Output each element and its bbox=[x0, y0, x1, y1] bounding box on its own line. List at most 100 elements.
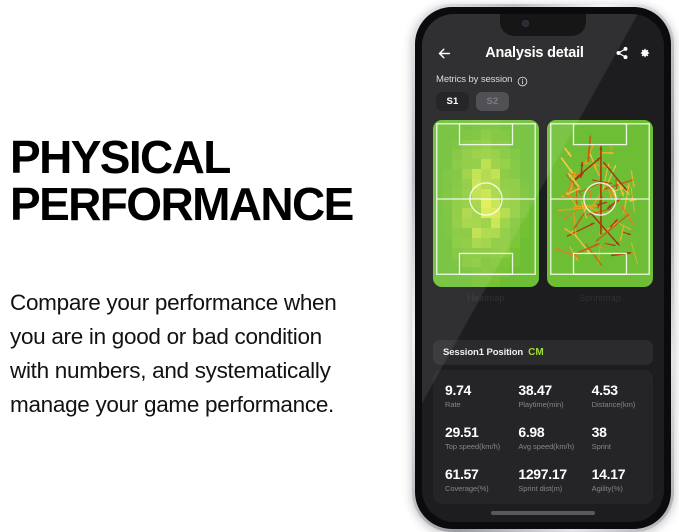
heatmap-cell bbox=[471, 228, 482, 238]
heatmap-cell bbox=[519, 188, 530, 199]
heatmap-cell bbox=[481, 208, 491, 219]
share-icon[interactable] bbox=[615, 46, 629, 60]
sprint-arrow bbox=[606, 164, 617, 185]
home-indicator[interactable] bbox=[491, 511, 595, 515]
heatmap-card[interactable]: Heatmap bbox=[433, 120, 539, 303]
heatmap-cell bbox=[471, 198, 482, 209]
stats-row: 29.51 Top speed(km/h) 6.98 Avg speed(km/… bbox=[433, 424, 653, 466]
session-tab-s1[interactable]: S1 bbox=[436, 92, 469, 111]
heatmap-cell bbox=[481, 149, 491, 160]
heatmap-caption: Heatmap bbox=[467, 293, 505, 303]
sprint-arrow bbox=[566, 174, 583, 196]
heatmap-cell bbox=[481, 267, 491, 278]
heatmap-cell bbox=[461, 228, 472, 238]
heatmap-cell bbox=[461, 169, 472, 179]
heatmap-cell bbox=[490, 169, 501, 179]
stat-value: 4.53 bbox=[591, 382, 618, 398]
heatmap-cell bbox=[481, 247, 491, 258]
heatmap-cell bbox=[500, 228, 511, 238]
heatmap-cell bbox=[481, 198, 491, 209]
sprint-arrow bbox=[573, 211, 586, 230]
stats-row: 9.74 Rate 38.47 Playtime(min) 4.53 Dista… bbox=[433, 382, 653, 424]
sprint-arrow bbox=[599, 145, 603, 235]
stat-label: Top speed(km/h) bbox=[445, 442, 501, 451]
heatmap-cell bbox=[519, 228, 530, 238]
heatmap-cell bbox=[481, 120, 491, 130]
heatmap-cell bbox=[452, 149, 462, 160]
phone-frame: Analysis detail bbox=[412, 4, 674, 532]
heatmap-cell bbox=[442, 208, 453, 219]
heatmap-cell bbox=[500, 178, 511, 189]
stat-rate: 9.74 Rate bbox=[433, 382, 506, 410]
heatmap-cell bbox=[481, 188, 491, 199]
sprint-arrow bbox=[619, 186, 625, 197]
heatmap-cell bbox=[471, 149, 482, 160]
stat-sprint-dist: 1297.17 Sprint dist(m) bbox=[506, 466, 579, 494]
heatmap-cell bbox=[500, 129, 511, 140]
sprint-arrow bbox=[592, 179, 613, 184]
heatmap-cell bbox=[519, 198, 530, 209]
metrics-by-session-label: Metrics by session bbox=[436, 74, 513, 85]
sprintmap-card[interactable]: Sprintmap bbox=[547, 120, 653, 303]
page-title: PHYSICAL PERFORMANCE bbox=[10, 131, 354, 230]
heatmap-cell bbox=[510, 198, 520, 209]
sprint-arrow bbox=[603, 179, 633, 190]
heatmap-pitch[interactable] bbox=[433, 120, 539, 287]
sprint-arrow bbox=[598, 223, 617, 235]
sprint-arrow bbox=[611, 189, 616, 198]
heatmap-cell bbox=[481, 228, 491, 238]
stat-avg-speed: 6.98 Avg speed(km/h) bbox=[506, 424, 579, 452]
heatmap-cell bbox=[519, 178, 530, 189]
stat-distance: 4.53 Distance(km) bbox=[580, 382, 653, 410]
session-tab-s2[interactable]: S2 bbox=[476, 92, 509, 111]
position-value: CM bbox=[528, 347, 544, 358]
heatmap-cell bbox=[452, 169, 462, 179]
heatmap-cell bbox=[510, 149, 520, 160]
phone-screen: Analysis detail bbox=[422, 14, 664, 522]
heatmap-cell bbox=[452, 208, 462, 219]
stat-playtime: 38.47 Playtime(min) bbox=[506, 382, 579, 410]
heatmap-cell bbox=[481, 218, 491, 229]
heatmap-cell bbox=[461, 218, 472, 229]
heatmap-cell bbox=[490, 149, 501, 160]
sprint-arrow bbox=[567, 173, 580, 188]
stat-label: Playtime(min) bbox=[518, 400, 564, 409]
heatmap-cell bbox=[490, 257, 501, 268]
heatmap-cell bbox=[471, 247, 482, 258]
sprint-arrow bbox=[615, 178, 618, 189]
back-arrow-icon[interactable] bbox=[434, 43, 454, 63]
heatmap-cell bbox=[510, 247, 520, 258]
stat-value: 38.47 bbox=[518, 382, 552, 398]
sprint-arrow bbox=[564, 147, 572, 158]
heatmap-cell bbox=[471, 208, 482, 219]
heatmap-cell bbox=[442, 178, 453, 189]
heatmap-cell bbox=[461, 149, 472, 160]
sprintmap-pitch[interactable] bbox=[547, 120, 653, 287]
stat-value: 6.98 bbox=[518, 424, 545, 440]
heatmap-cell bbox=[510, 237, 520, 248]
heatmap-cell bbox=[452, 228, 462, 238]
sprint-arrows bbox=[554, 135, 638, 266]
heatmap-cell bbox=[461, 208, 472, 219]
info-circle-icon[interactable] bbox=[517, 74, 528, 87]
header-actions bbox=[615, 46, 652, 60]
heatmap-cell bbox=[471, 267, 482, 278]
heatmap-cell bbox=[471, 257, 482, 268]
sprint-arrow bbox=[622, 231, 632, 236]
heatmap-cell bbox=[471, 159, 482, 170]
heatmap-cell bbox=[519, 218, 530, 229]
sprint-arrow bbox=[630, 170, 635, 188]
heatmap-cell bbox=[452, 218, 462, 229]
heatmap-cell bbox=[490, 247, 501, 258]
gear-icon[interactable] bbox=[638, 46, 652, 60]
marketing-body-text: Compare your performance when you are in… bbox=[10, 290, 337, 417]
stat-label: Distance(km) bbox=[591, 400, 636, 409]
stat-top-speed: 29.51 Top speed(km/h) bbox=[433, 424, 506, 452]
heatmap-cell bbox=[490, 267, 501, 278]
heatmap-cell bbox=[471, 237, 482, 248]
heatmap-cell bbox=[452, 247, 462, 258]
heatmap-cell bbox=[500, 149, 511, 160]
session-position-label: Session1 Position bbox=[443, 347, 524, 358]
heatmap-cell bbox=[490, 228, 501, 238]
heatmap-cell bbox=[461, 178, 472, 189]
